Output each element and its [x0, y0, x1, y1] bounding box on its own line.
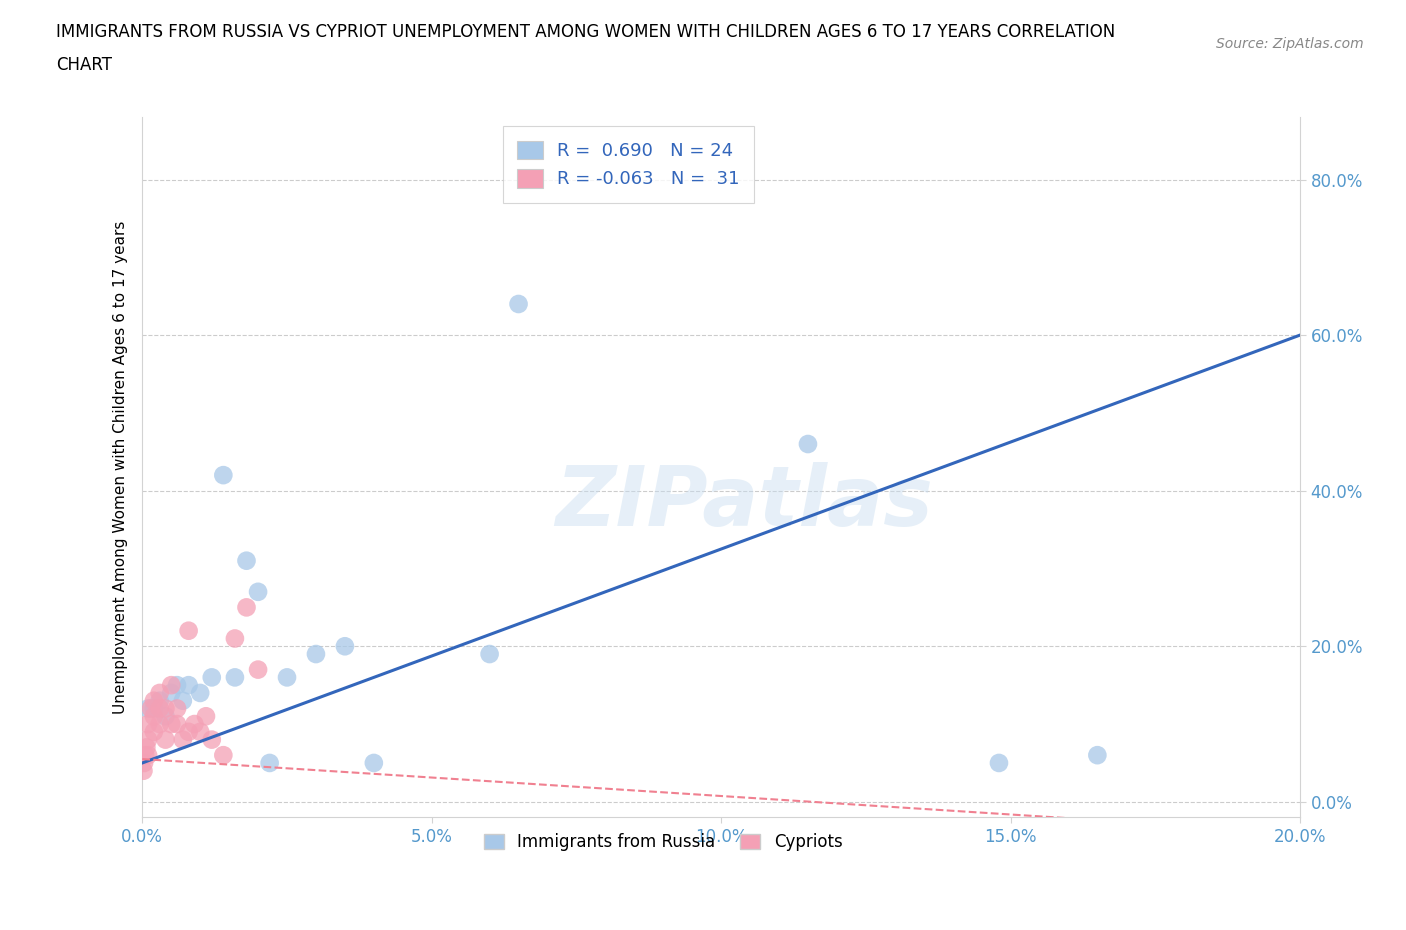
Point: [139, 701, 162, 716]
Point: [142, 709, 165, 724]
Point: [172, 732, 194, 747]
Point: [235, 600, 257, 615]
Point: [247, 662, 270, 677]
Point: [188, 724, 211, 739]
Point: [136, 732, 159, 747]
Point: [142, 724, 165, 739]
Point: [136, 701, 159, 716]
Point: [132, 755, 155, 770]
Point: [188, 685, 211, 700]
Point: [508, 297, 530, 312]
Point: [177, 623, 200, 638]
Point: [1085, 748, 1108, 763]
Point: [212, 468, 235, 483]
Point: [259, 755, 281, 770]
Text: Source: ZipAtlas.com: Source: ZipAtlas.com: [1216, 37, 1364, 51]
Point: [160, 678, 183, 693]
Point: [155, 732, 177, 747]
Point: [160, 717, 183, 732]
Point: [160, 685, 183, 700]
Point: [247, 584, 270, 599]
Point: [988, 755, 1011, 770]
Point: [172, 693, 194, 708]
Point: [166, 701, 188, 716]
Point: [212, 748, 235, 763]
Point: [149, 685, 172, 700]
Legend: Immigrants from Russia, Cypriots: Immigrants from Russia, Cypriots: [477, 827, 849, 858]
Point: [224, 631, 246, 646]
Point: [201, 670, 224, 684]
Point: [149, 717, 172, 732]
Text: IMMIGRANTS FROM RUSSIA VS CYPRIOT UNEMPLOYMENT AMONG WOMEN WITH CHILDREN AGES 6 : IMMIGRANTS FROM RUSSIA VS CYPRIOT UNEMPL…: [56, 23, 1115, 41]
Point: [132, 764, 155, 778]
Point: [363, 755, 385, 770]
Point: [142, 693, 165, 708]
Point: [134, 748, 156, 763]
Point: [166, 717, 188, 732]
Point: [177, 724, 200, 739]
Point: [183, 717, 205, 732]
Point: [195, 709, 218, 724]
Text: CHART: CHART: [56, 56, 112, 73]
Text: ZIPatlas: ZIPatlas: [555, 462, 934, 543]
Point: [224, 670, 246, 684]
Point: [149, 701, 172, 716]
Point: [136, 717, 159, 732]
Point: [155, 709, 177, 724]
Point: [177, 678, 200, 693]
Point: [155, 701, 177, 716]
Point: [276, 670, 298, 684]
Point: [142, 701, 165, 716]
Point: [797, 436, 820, 451]
Point: [478, 646, 501, 661]
Point: [136, 748, 159, 763]
Point: [305, 646, 328, 661]
Point: [166, 678, 188, 693]
Point: [235, 553, 257, 568]
Point: [333, 639, 356, 654]
Point: [149, 693, 172, 708]
Point: [201, 732, 224, 747]
Point: [135, 740, 157, 755]
Y-axis label: Unemployment Among Women with Children Ages 6 to 17 years: Unemployment Among Women with Children A…: [114, 220, 128, 714]
